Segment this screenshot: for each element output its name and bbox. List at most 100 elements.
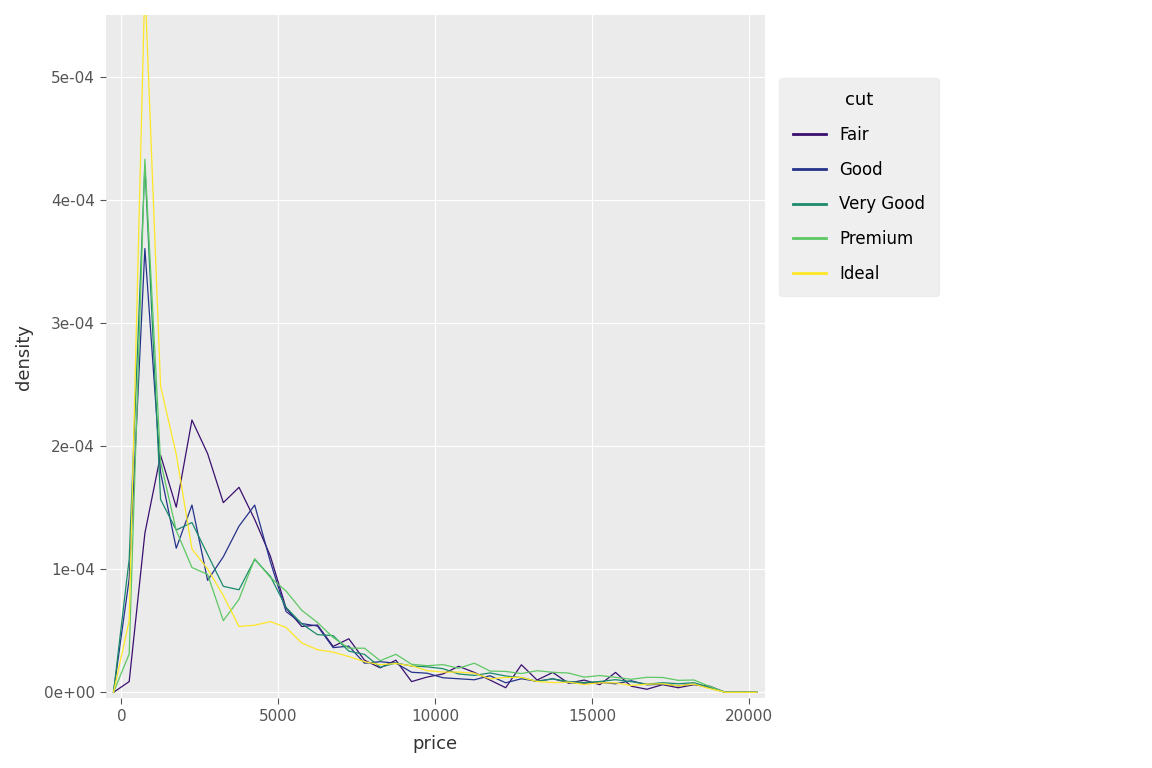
Premium bbox=[357, 644, 371, 653]
Premium bbox=[311, 618, 325, 627]
Ideal bbox=[185, 545, 199, 554]
Very Good bbox=[452, 670, 465, 679]
Very Good bbox=[593, 677, 607, 686]
Good bbox=[420, 669, 434, 678]
Premium bbox=[624, 674, 638, 684]
Fair bbox=[420, 673, 434, 682]
Ideal bbox=[169, 449, 183, 458]
Good bbox=[185, 501, 199, 510]
Very Good bbox=[404, 661, 418, 670]
Fair bbox=[200, 449, 214, 458]
Very Good bbox=[185, 518, 199, 527]
Very Good bbox=[357, 650, 371, 659]
Good bbox=[169, 544, 183, 553]
Good bbox=[483, 671, 497, 680]
Very Good bbox=[641, 680, 654, 689]
Premium bbox=[577, 673, 591, 682]
Good bbox=[703, 684, 717, 693]
Good bbox=[515, 674, 529, 684]
Fair bbox=[624, 681, 638, 690]
Premium bbox=[546, 667, 560, 677]
Ideal bbox=[515, 673, 529, 682]
Fair bbox=[138, 528, 152, 538]
Ideal bbox=[499, 673, 513, 682]
Very Good bbox=[295, 619, 309, 628]
Very Good bbox=[655, 678, 669, 687]
Ideal bbox=[624, 681, 638, 690]
Ideal bbox=[483, 674, 497, 684]
Ideal bbox=[452, 667, 465, 677]
Very Good bbox=[248, 554, 262, 564]
Very Good bbox=[232, 585, 245, 594]
Very Good bbox=[719, 687, 733, 697]
Fair bbox=[437, 670, 450, 679]
Ideal bbox=[561, 677, 575, 687]
Very Good bbox=[373, 663, 387, 672]
Premium bbox=[200, 570, 214, 579]
Fair bbox=[734, 687, 748, 697]
Good bbox=[437, 673, 450, 682]
Premium bbox=[107, 687, 121, 697]
Premium bbox=[138, 154, 152, 164]
Very Good bbox=[153, 495, 167, 504]
Ideal bbox=[279, 623, 293, 632]
Fair bbox=[185, 415, 199, 425]
Very Good bbox=[499, 671, 513, 680]
Ideal bbox=[608, 678, 622, 687]
Good bbox=[279, 607, 293, 616]
Premium bbox=[122, 649, 136, 658]
Premium bbox=[232, 594, 245, 604]
Fair bbox=[719, 687, 733, 697]
Good bbox=[200, 576, 214, 585]
Very Good bbox=[608, 675, 622, 684]
Very Good bbox=[468, 670, 482, 680]
Ideal bbox=[593, 678, 607, 687]
Premium bbox=[687, 675, 700, 684]
Ideal bbox=[687, 680, 700, 689]
Good bbox=[153, 468, 167, 477]
Premium bbox=[483, 667, 497, 676]
Ideal bbox=[719, 687, 733, 697]
Fair bbox=[452, 662, 465, 671]
Premium bbox=[561, 668, 575, 677]
Very Good bbox=[169, 525, 183, 535]
Good bbox=[561, 678, 575, 687]
Very Good bbox=[546, 674, 560, 684]
Good bbox=[624, 676, 638, 685]
Very Good bbox=[122, 554, 136, 564]
Premium bbox=[373, 656, 387, 665]
Very Good bbox=[264, 571, 278, 581]
Premium bbox=[734, 687, 748, 697]
Fair bbox=[169, 502, 183, 511]
Very Good bbox=[311, 630, 325, 639]
Premium bbox=[468, 659, 482, 668]
Good bbox=[404, 667, 418, 677]
Premium bbox=[515, 669, 529, 678]
Fair bbox=[107, 687, 121, 697]
Ideal bbox=[641, 680, 654, 689]
Fair bbox=[264, 551, 278, 561]
Good bbox=[655, 680, 669, 689]
Premium bbox=[750, 687, 764, 697]
Good bbox=[750, 687, 764, 697]
Ideal bbox=[530, 677, 544, 686]
Line: Premium: Premium bbox=[114, 159, 757, 692]
Fair bbox=[232, 483, 245, 492]
Good bbox=[546, 674, 560, 684]
Fair bbox=[122, 677, 136, 687]
Premium bbox=[248, 554, 262, 564]
Good bbox=[232, 521, 245, 531]
Good bbox=[295, 619, 309, 628]
Fair bbox=[326, 642, 340, 651]
Very Good bbox=[687, 678, 700, 687]
Fair bbox=[468, 668, 482, 677]
Premium bbox=[295, 606, 309, 615]
Very Good bbox=[672, 679, 685, 688]
Ideal bbox=[232, 622, 245, 631]
Fair bbox=[561, 679, 575, 688]
Y-axis label: density: density bbox=[15, 324, 33, 389]
Ideal bbox=[655, 679, 669, 688]
Fair bbox=[530, 676, 544, 685]
Fair bbox=[483, 676, 497, 685]
Premium bbox=[499, 667, 513, 676]
